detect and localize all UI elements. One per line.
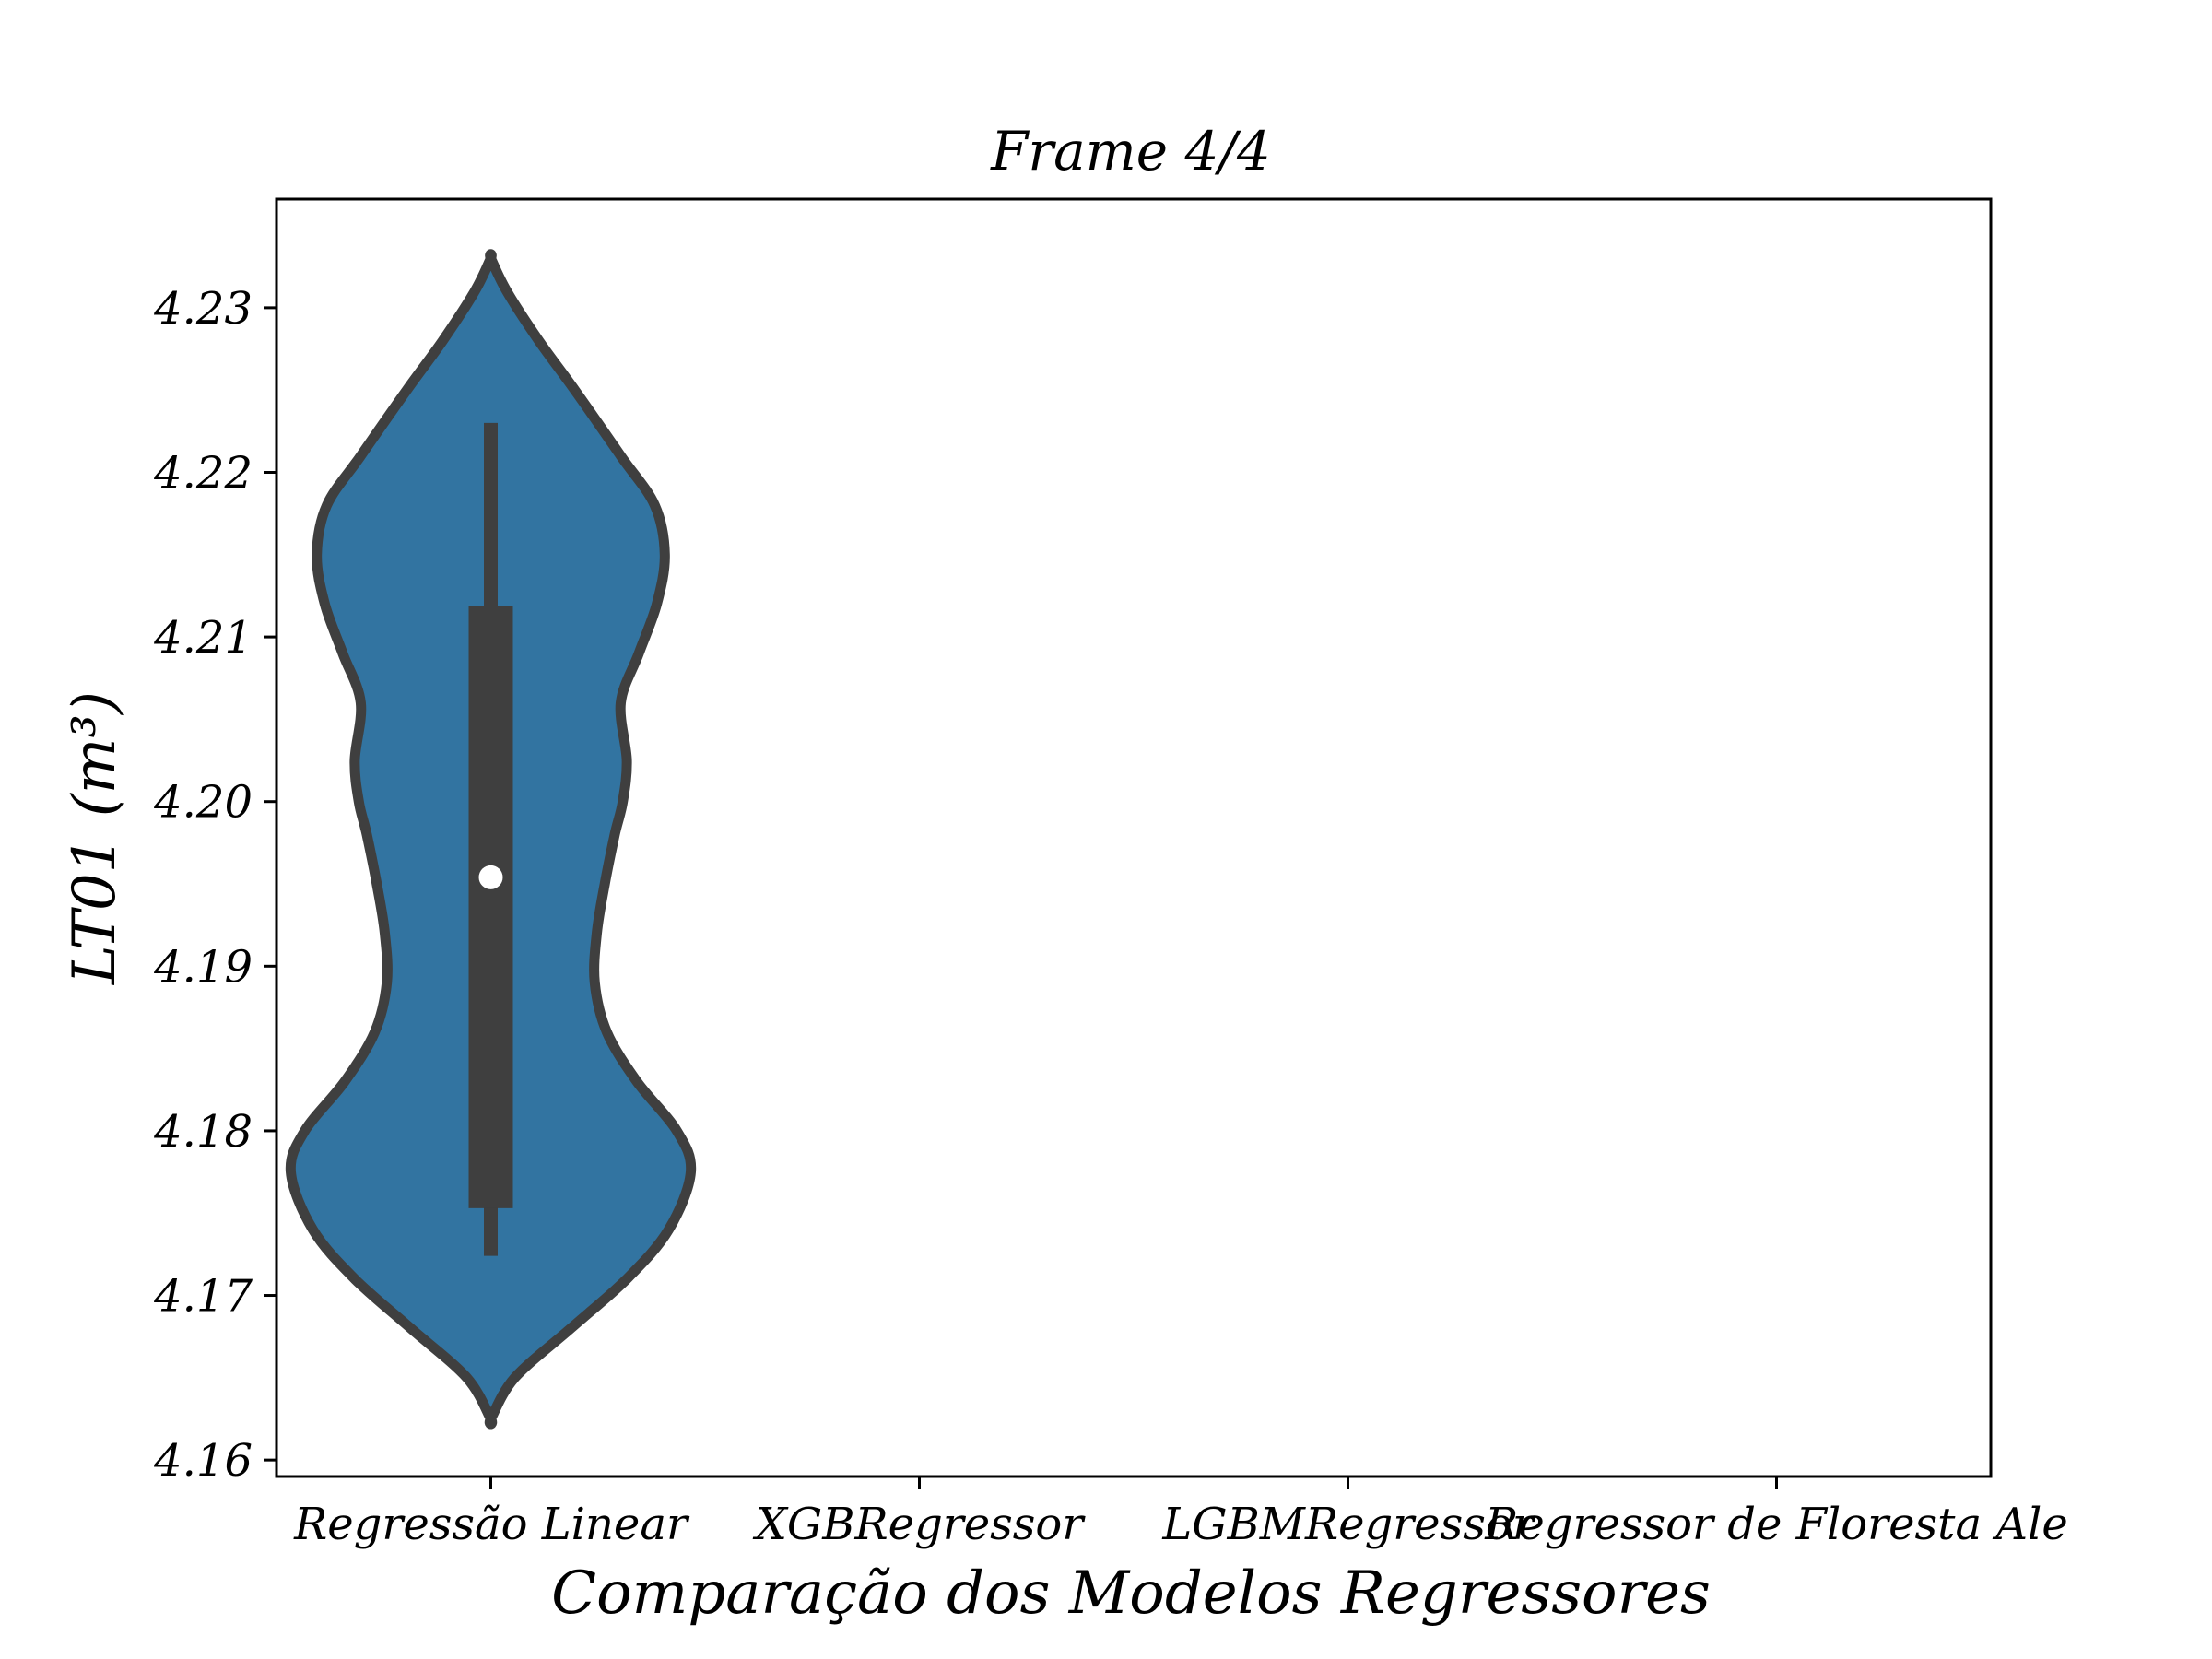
y-tick-label: 4.16 — [153, 1435, 253, 1487]
x-tick-label: Regressão Linear — [293, 1499, 690, 1550]
chart-title: Frame 4/4 — [990, 120, 1271, 182]
y-tick-label: 4.23 — [153, 283, 253, 335]
plot-frame — [275, 197, 1993, 1478]
x-axis-label: Comparação dos Modelos Regressores — [551, 1559, 1711, 1628]
x-tick-label: LGBMRegressor — [1161, 1499, 1535, 1550]
y-axis: 4.16 4.17 4.18 4.19 4.20 4.21 4.22 4.23 — [153, 283, 276, 1487]
y-tick-label: 4.19 — [153, 941, 253, 993]
y-tick-label: 4.17 — [153, 1271, 253, 1323]
violins-layer — [285, 249, 697, 1430]
y-tick-label: 4.22 — [153, 447, 253, 499]
x-tick-label: Regressor de Floresta Ale — [1484, 1499, 2068, 1550]
y-tick-label: 4.18 — [153, 1106, 253, 1158]
y-tick-label: 4.20 — [153, 777, 253, 829]
y-tick-label: 4.21 — [153, 612, 253, 664]
violin-iqr-box — [468, 606, 513, 1208]
y-axis-label: LT01 (m³) — [61, 691, 129, 985]
x-tick-label: XGBRegressor — [752, 1499, 1087, 1550]
violin-median-point — [478, 865, 503, 889]
x-axis: Regressão Linear XGBRegressor LGBMRegresso… — [293, 1477, 2068, 1550]
